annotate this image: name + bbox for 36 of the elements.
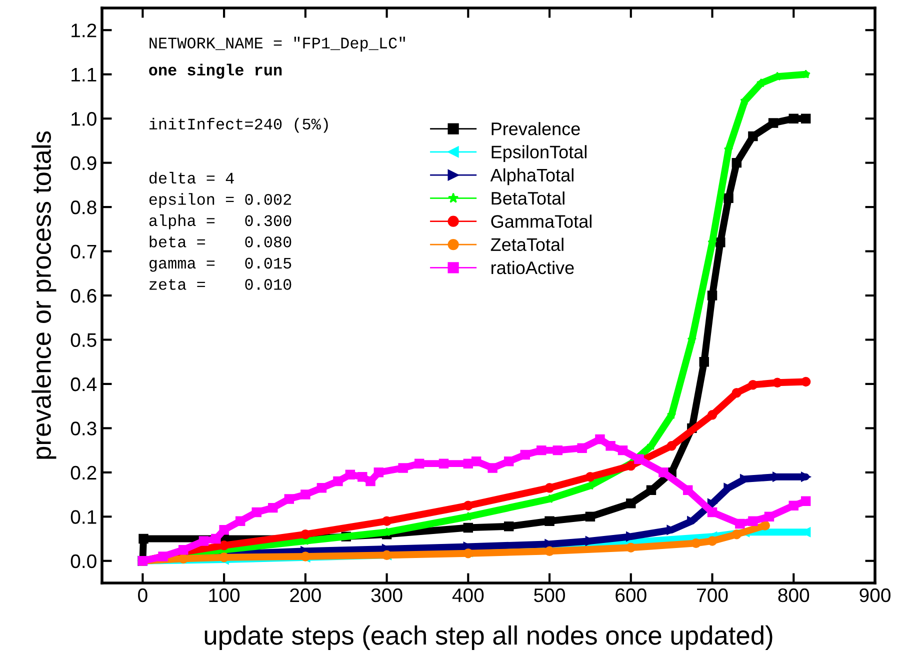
legend-label: GammaTotal <box>491 214 592 228</box>
legend-label: EpsilonTotal <box>492 145 586 162</box>
x-tick-label: 0 <box>138 588 148 602</box>
x-tick-label: 600 <box>616 588 646 602</box>
x-tick-label: 200 <box>290 588 321 602</box>
x-tick-label: 700 <box>697 588 728 602</box>
legend-label: AlphaTotal <box>490 168 574 186</box>
annotation: NETWORK_NAME = "FP1_Dep_LC" <box>150 36 405 52</box>
y-tick-label: 0.8 <box>70 200 96 214</box>
annotation: initInfect=240 (5%) <box>149 118 328 133</box>
annotation: delta = 4 epsilon = 0.002 alpha = 0.300 beta = 0.080 gamma = 0.015 zeta = 0.010 <box>149 172 292 290</box>
y-tick-label: 0.3 <box>70 422 96 436</box>
y-tick-label: 0.4 <box>70 377 97 392</box>
legend-label: Prevalence <box>492 122 580 136</box>
annotation: one single run <box>149 64 282 79</box>
y-tick-label: 1.2 <box>72 24 96 38</box>
x-tick-label: 800 <box>778 588 810 602</box>
x-axis-title: update steps (each step all nodes once updated) <box>204 625 772 650</box>
y-tick-label: 0.9 <box>70 156 96 170</box>
y-axis-title: prevalence or process totals <box>32 131 56 459</box>
y-tick-label: 1.0 <box>72 112 96 126</box>
y-tick-label: 0.1 <box>70 510 96 524</box>
legend-label: BetaTotal <box>492 191 564 205</box>
y-tick-label: 0.5 <box>70 333 96 347</box>
y-tick-label: 0.2 <box>70 466 96 480</box>
y-tick-label: 0.6 <box>70 288 96 303</box>
x-tick-label: 300 <box>371 588 402 602</box>
legend-label: ZetaTotal <box>490 238 564 252</box>
y-tick-label: 1.1 <box>72 68 96 82</box>
x-tick-label: 100 <box>209 588 240 602</box>
legend-label: ratioActive <box>492 260 574 274</box>
y-tick-label: 0.0 <box>70 554 96 568</box>
x-tick-label: 400 <box>452 588 484 602</box>
x-tick-label: 900 <box>860 588 890 602</box>
x-tick-label: 500 <box>534 588 565 602</box>
y-tick-label: 0.7 <box>70 244 96 259</box>
